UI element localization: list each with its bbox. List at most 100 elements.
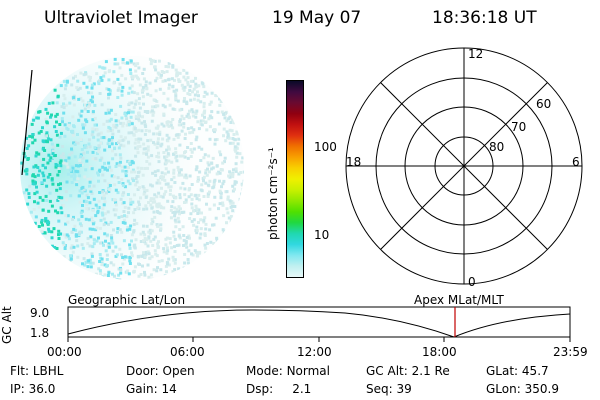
emission-pixel [217, 122, 221, 126]
emission-pixel [122, 121, 126, 125]
emission-pixel [109, 168, 113, 172]
emission-pixel [152, 210, 156, 214]
emission-pixel [114, 125, 118, 129]
emission-pixel [148, 81, 152, 85]
emission-pixel [185, 100, 189, 104]
emission-pixel [118, 82, 122, 86]
emission-pixel [145, 152, 148, 156]
emission-pixel [132, 244, 136, 248]
emission-pixel [96, 171, 99, 175]
emission-pixel [72, 215, 75, 219]
emission-pixel [137, 112, 140, 115]
emission-pixel [181, 181, 185, 185]
emission-pixel [95, 72, 99, 76]
emission-pixel [85, 85, 89, 89]
emission-pixel [60, 198, 64, 202]
emission-pixel [197, 193, 201, 197]
emission-pixel [42, 140, 46, 144]
emission-pixel [189, 79, 193, 83]
emission-pixel [164, 243, 168, 247]
emission-pixel [155, 132, 159, 136]
emission-pixel [25, 147, 29, 150]
emission-pixel [35, 185, 38, 189]
emission-pixel [127, 206, 131, 210]
emission-pixel [162, 206, 166, 210]
emission-pixel [221, 161, 225, 165]
emission-pixel [58, 196, 62, 199]
emission-pixel [27, 195, 31, 199]
emission-pixel [128, 182, 132, 186]
emission-pixel [202, 156, 206, 160]
emission-pixel [174, 196, 178, 200]
emission-pixel [35, 116, 39, 120]
emission-pixel [119, 268, 123, 272]
emission-pixel [125, 228, 129, 232]
emission-pixel [75, 181, 79, 185]
emission-pixel [187, 115, 191, 119]
emission-pixel [90, 254, 94, 258]
emission-pixel [146, 145, 150, 149]
emission-pixel [235, 151, 239, 155]
emission-pixel [76, 79, 80, 83]
emission-pixel [142, 207, 146, 211]
emission-pixel [234, 149, 238, 153]
emission-pixel [112, 125, 116, 129]
emission-pixel [106, 168, 109, 172]
emission-pixel [190, 126, 194, 130]
emission-pixel [186, 156, 190, 160]
emission-pixel [164, 264, 168, 268]
emission-pixel [196, 179, 200, 183]
emission-pixel [167, 61, 171, 65]
emission-pixel [225, 119, 229, 123]
emission-pixel [186, 112, 190, 116]
emission-pixel [172, 234, 176, 238]
emission-pixel [107, 190, 111, 193]
emission-pixel [134, 177, 138, 180]
emission-pixel [130, 90, 134, 94]
emission-pixel [210, 91, 214, 95]
emission-pixel [221, 203, 225, 207]
emission-pixel [182, 122, 186, 126]
emission-pixel [169, 185, 173, 189]
emission-pixel [98, 253, 102, 256]
emission-pixel [180, 114, 184, 118]
emission-pixel [191, 110, 195, 114]
emission-pixel [182, 88, 186, 92]
emission-pixel [160, 186, 163, 190]
emission-pixel [64, 222, 68, 226]
emission-pixel [133, 170, 137, 174]
emission-pixel [213, 142, 217, 146]
emission-pixel [131, 110, 135, 114]
emission-pixel [211, 166, 215, 170]
emission-pixel [100, 257, 104, 261]
emission-pixel [102, 74, 106, 78]
emission-pixel [63, 233, 67, 237]
emission-pixel [213, 138, 217, 142]
emission-pixel [126, 120, 130, 124]
emission-pixel [82, 151, 86, 155]
emission-pixel [114, 254, 118, 258]
emission-pixel [80, 191, 84, 195]
emission-pixel [184, 198, 188, 202]
emission-pixel [129, 115, 133, 119]
emission-pixel [79, 96, 83, 100]
emission-pixel [234, 169, 238, 173]
emission-pixel [86, 196, 90, 200]
emission-pixel [174, 210, 178, 214]
emission-pixel [195, 109, 199, 113]
emission-pixel [146, 166, 149, 170]
emission-pixel [37, 152, 41, 156]
emission-pixel [33, 138, 37, 142]
emission-pixel [225, 130, 229, 134]
emission-pixel [74, 169, 78, 173]
emission-pixel [153, 235, 157, 239]
emission-pixel [182, 68, 186, 72]
emission-pixel [203, 232, 207, 236]
emission-pixel [74, 233, 78, 237]
emission-pixel [56, 198, 60, 202]
emission-pixel [118, 278, 122, 280]
emission-pixel [162, 250, 166, 254]
emission-pixel [154, 79, 158, 83]
emission-pixel [171, 126, 175, 130]
